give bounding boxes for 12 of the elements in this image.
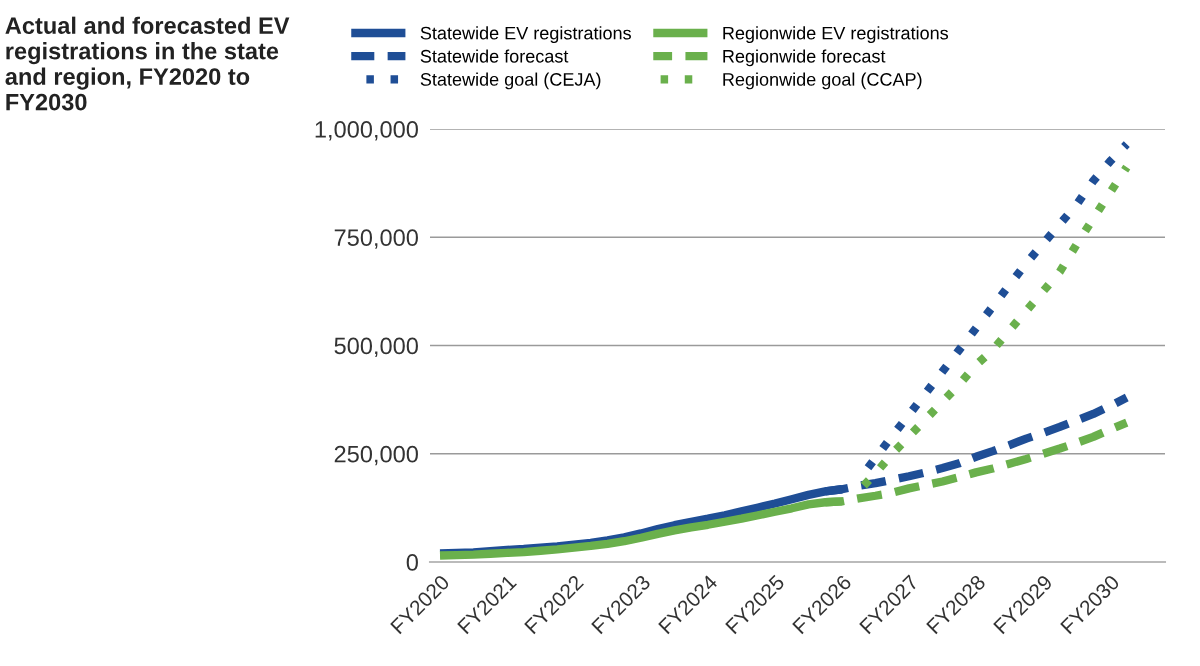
text: Actual and forecasted EV registrations in the state and region, FY2020 to FY2030 xyxy=(5,16,290,111)
legend-label: Regionwide forecast xyxy=(723,49,886,67)
legend-label: Regionwide EV registrations xyxy=(723,26,949,44)
y-tick-label: 250,000 xyxy=(334,445,418,466)
y-tick-label: 500,000 xyxy=(334,337,418,358)
y-tick-label: 0 xyxy=(406,554,418,571)
legend-label: Regionwide goal (CCAP) xyxy=(723,72,922,90)
y-tick-label: 750,000 xyxy=(334,229,418,249)
y-tick-label: 1,000,000 xyxy=(315,121,418,141)
legend-label: Statewide goal (CEJA) xyxy=(420,72,601,90)
legend-label: Statewide forecast xyxy=(420,49,569,63)
legend-label: Statewide EV registrations xyxy=(420,26,631,44)
